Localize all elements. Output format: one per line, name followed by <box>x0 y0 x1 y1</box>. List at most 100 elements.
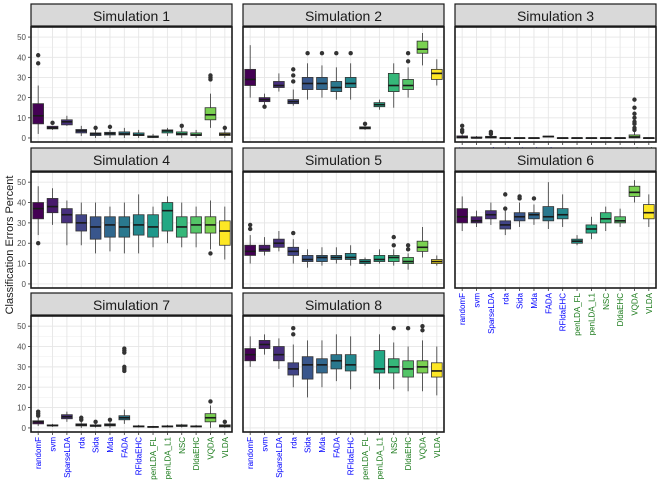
y-tick-label: 10 <box>17 404 26 413</box>
box-body <box>147 214 159 238</box>
box-VQDA <box>204 73 217 128</box>
box-RFldaEHC <box>132 129 145 138</box>
box-VQDA <box>628 97 641 139</box>
box-body <box>204 107 217 121</box>
strip-title: Simulation 3 <box>517 8 594 24</box>
x-tick-label: RFldaEHC <box>135 437 144 475</box>
box-body <box>273 346 285 362</box>
box-body <box>431 362 443 378</box>
outlier-point <box>319 51 325 56</box>
box-VQDA <box>204 399 217 428</box>
strip-title: Simulation 4 <box>93 152 170 168</box>
outlier-point <box>334 51 339 56</box>
panel-border <box>242 26 445 143</box>
strip-background <box>30 3 233 27</box>
box-body <box>387 358 400 374</box>
box-body <box>431 68 443 80</box>
box-body <box>387 255 400 262</box>
box-rda <box>287 67 300 106</box>
box-body <box>32 103 44 125</box>
outlier-point <box>391 243 396 248</box>
outlier-point <box>459 123 465 129</box>
outlier-point <box>305 51 310 56</box>
box-rda <box>499 137 512 139</box>
box-rda <box>75 415 88 428</box>
box-body <box>628 185 641 197</box>
x-tick-label: FADA <box>332 436 341 458</box>
box-Sida <box>89 202 102 254</box>
box-rda <box>75 202 88 246</box>
panel-5: Simulation 5 <box>242 147 445 289</box>
box-randomF <box>32 186 44 246</box>
outlier-point <box>122 346 127 351</box>
x-tick-label: VLDA <box>645 292 654 314</box>
box-penLDA_FL <box>571 137 583 139</box>
box-Mda <box>316 51 328 98</box>
box-body <box>244 244 256 256</box>
box-RFldaEHC <box>556 137 569 139</box>
box-body <box>470 216 483 224</box>
strip-title: Simulation 7 <box>93 297 170 313</box>
y-tick-label: 20 <box>17 239 26 248</box>
strip-background <box>454 147 657 172</box>
y-tick-label: 0 <box>22 280 27 289</box>
box-penLDA_L1 <box>373 334 386 390</box>
box-NSC <box>387 326 400 390</box>
x-tick-label: rda <box>77 436 86 448</box>
x-tick-label: penLDA_L1 <box>163 436 172 479</box>
strip-background <box>454 3 657 27</box>
outlier-point <box>503 206 508 211</box>
box-RFldaEHC <box>344 245 357 266</box>
outlier-point <box>632 115 637 120</box>
box-VQDA <box>416 33 429 66</box>
box-rda <box>75 125 88 136</box>
outlier-point <box>35 241 41 246</box>
x-tick-label: NSC <box>390 437 399 454</box>
box-RFldaEHC <box>556 194 569 227</box>
box-Mda <box>528 196 540 225</box>
box-RFldaEHC <box>132 194 145 254</box>
box-FADA <box>118 127 131 138</box>
box-body <box>244 68 256 86</box>
box-RFldaEHC <box>344 51 357 100</box>
box-VQDA <box>628 180 641 203</box>
box-penLDA_L1 <box>585 137 598 139</box>
outlier-point <box>35 409 41 414</box>
y-tick-label: 30 <box>17 219 26 228</box>
box-DldaEHC <box>402 243 414 270</box>
strip-title: Simulation 6 <box>517 152 594 168</box>
box-FADA <box>118 202 131 254</box>
box-penLDA_L1 <box>373 99 386 110</box>
box-body <box>344 354 357 372</box>
box-Mda <box>316 340 328 388</box>
plot-background <box>455 172 656 288</box>
x-tick-label: Sida <box>516 292 525 309</box>
panel-4: Simulation 4 0 10 20 30 40 50 <box>17 147 233 289</box>
box-NSC <box>599 206 612 232</box>
box-penLDA_FL <box>147 206 159 248</box>
box-VLDA <box>643 137 655 139</box>
box-rda <box>287 230 300 264</box>
box-SparseLDA <box>273 73 285 92</box>
outlier-point <box>420 328 425 333</box>
outlier-point <box>420 323 425 329</box>
x-tick-label: SparseLDA <box>275 436 284 478</box>
box-body <box>316 255 328 262</box>
strip-background <box>242 147 445 172</box>
outlier-point <box>459 127 465 133</box>
box-body <box>273 81 285 88</box>
outlier-point <box>405 247 411 252</box>
box-Mda <box>528 137 540 139</box>
x-tick-label: VLDA <box>433 436 442 458</box>
box-SparseLDA <box>61 115 73 126</box>
x-tick-label: penLDA_FL <box>361 436 370 479</box>
box-SparseLDA <box>485 202 497 225</box>
x-tick-label: svm <box>49 437 58 452</box>
y-tick-label: 40 <box>17 343 26 352</box>
box-Sida <box>89 419 102 428</box>
box-VLDA <box>219 125 231 138</box>
box-body <box>89 216 102 240</box>
box-body <box>556 208 569 220</box>
box-SparseLDA <box>61 200 73 246</box>
